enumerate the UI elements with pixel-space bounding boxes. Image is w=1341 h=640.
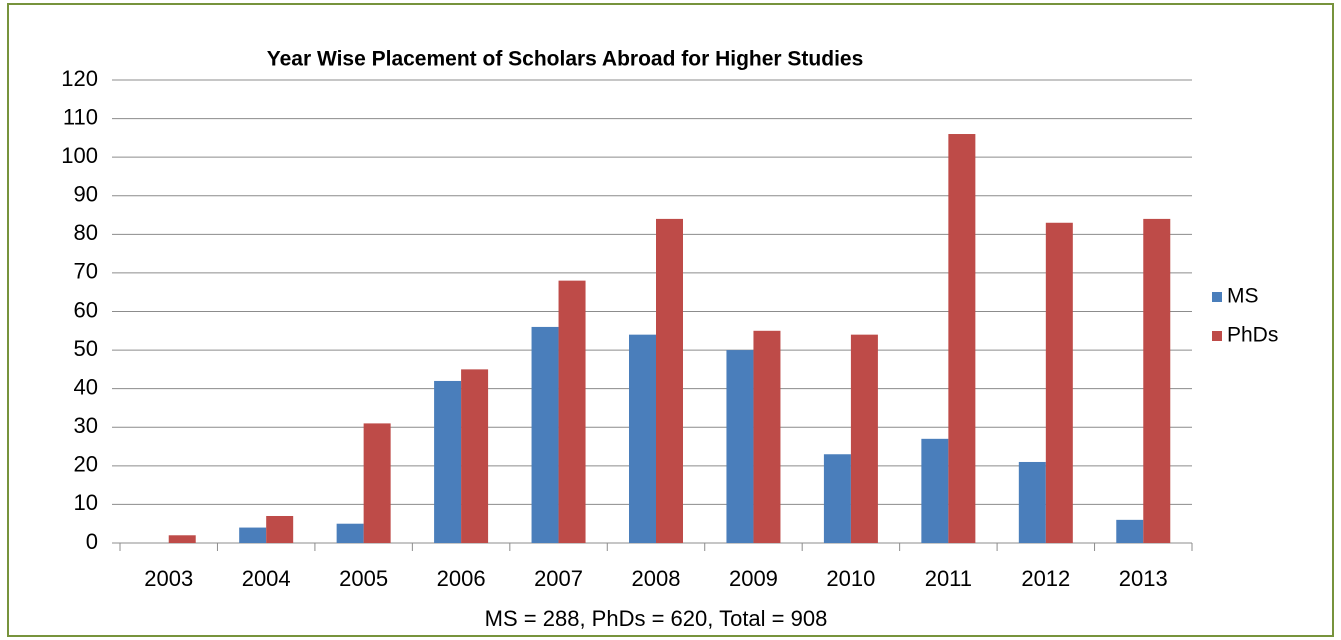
y-tick-label: 90 bbox=[74, 182, 98, 207]
legend-swatch bbox=[1212, 292, 1222, 302]
bar bbox=[823, 454, 851, 543]
legend-label: MS bbox=[1227, 285, 1259, 308]
y-tick-label: 110 bbox=[63, 104, 98, 129]
x-tick-label: 2005 bbox=[339, 566, 388, 591]
bar bbox=[434, 380, 462, 543]
bar bbox=[753, 330, 781, 543]
chart-title: Year Wise Placement of Scholars Abroad f… bbox=[267, 48, 864, 71]
y-tick-label: 20 bbox=[74, 452, 98, 477]
bar bbox=[656, 218, 683, 543]
y-tick-label: 60 bbox=[74, 297, 98, 322]
x-tick-label: 2007 bbox=[534, 566, 583, 591]
bar bbox=[850, 334, 878, 543]
bar bbox=[266, 515, 294, 543]
y-tick-label: 120 bbox=[61, 66, 98, 91]
bar bbox=[1143, 218, 1171, 543]
bar bbox=[461, 369, 489, 543]
bar bbox=[726, 350, 754, 543]
bar bbox=[1045, 222, 1073, 543]
bar bbox=[1116, 519, 1144, 543]
x-tick-label: 2010 bbox=[826, 566, 875, 591]
y-tick-label: 40 bbox=[74, 374, 98, 399]
bar bbox=[336, 523, 364, 543]
x-tick-label: 2011 bbox=[925, 566, 972, 591]
x-tick-label: 2003 bbox=[144, 566, 193, 591]
bar bbox=[558, 280, 586, 543]
y-tick-label: 30 bbox=[74, 413, 98, 438]
y-tick-label: 70 bbox=[74, 259, 98, 284]
bar bbox=[531, 326, 559, 543]
y-tick-label: 0 bbox=[86, 529, 98, 554]
bar bbox=[629, 334, 656, 543]
bar bbox=[1018, 461, 1046, 543]
bar bbox=[948, 134, 976, 543]
x-tick-label: 2013 bbox=[1119, 566, 1168, 591]
bar bbox=[363, 423, 391, 543]
bar bbox=[921, 438, 949, 543]
legend-label: PhDs bbox=[1227, 324, 1278, 347]
x-tick-label: 2004 bbox=[242, 566, 291, 591]
x-tick-label: 2009 bbox=[729, 566, 778, 591]
x-tick-label: 2006 bbox=[437, 566, 486, 591]
bar bbox=[168, 535, 196, 543]
y-tick-label: 80 bbox=[74, 220, 98, 245]
bar bbox=[239, 527, 267, 543]
x-axis-label: MS = 288, PhDs = 620, Total = 908 bbox=[485, 606, 828, 631]
y-tick-label: 50 bbox=[74, 336, 98, 361]
y-tick-label: 10 bbox=[74, 490, 98, 515]
x-tick-label: 2012 bbox=[1021, 566, 1070, 591]
legend-swatch bbox=[1212, 331, 1222, 341]
x-tick-label: 2008 bbox=[632, 566, 681, 591]
y-tick-label: 100 bbox=[61, 143, 98, 168]
